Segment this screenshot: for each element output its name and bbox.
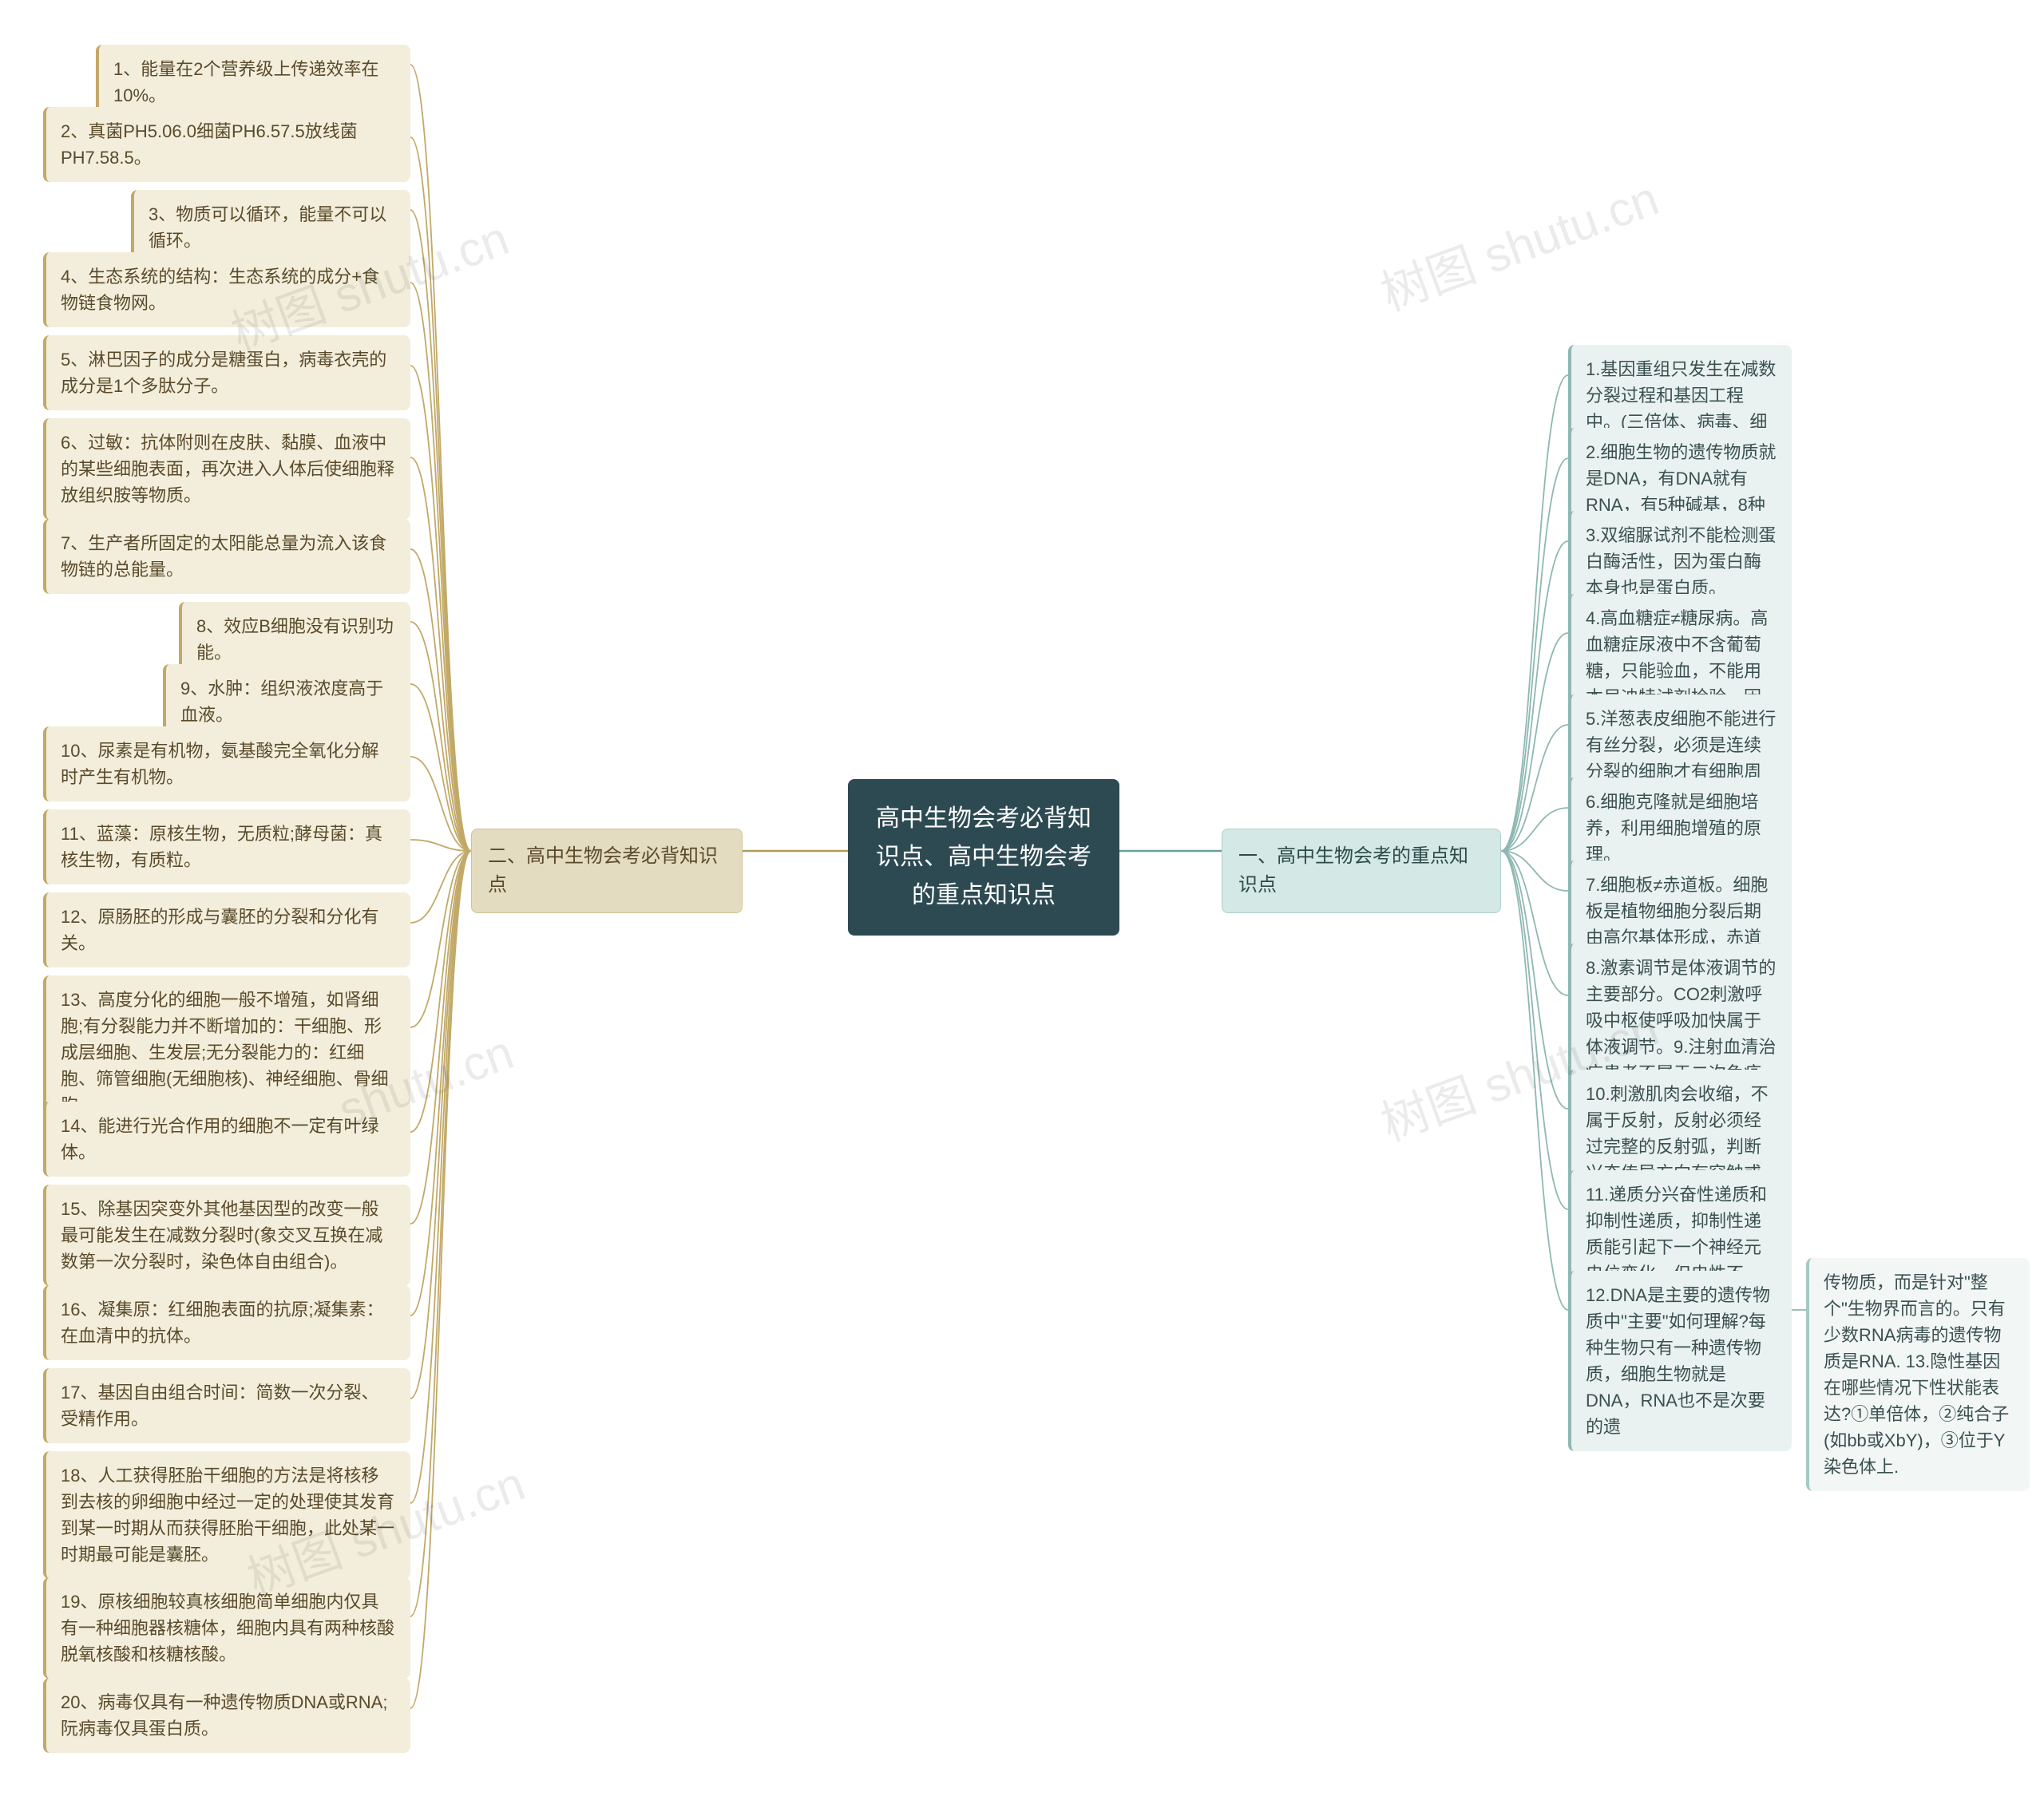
left-leaf-17[interactable]: 17、基因自由组合时间：简数一次分裂、受精作用。: [43, 1368, 410, 1443]
left-leaf-3-text: 3、物质可以循环，能量不可以循环。: [149, 201, 396, 254]
left-leaf-9-text: 9、水肿：组织液浓度高于血液。: [180, 675, 396, 728]
left-leaf-15-text: 15、除基因突变外其他基因型的改变一般最可能发生在减数分裂时(象交叉互换在减数第…: [61, 1196, 396, 1275]
branch-right[interactable]: 一、高中生物会考的重点知识点: [1222, 829, 1501, 913]
left-leaf-19-text: 19、原核细胞较真核细胞简单细胞内仅具有一种细胞器核糖体，细胞内具有两种核酸脱氧…: [61, 1589, 396, 1668]
left-leaf-7[interactable]: 7、生产者所固定的太阳能总量为流入该食物链的总能量。: [43, 519, 410, 594]
left-leaf-6-text: 6、过敏：抗体附则在皮肤、黏膜、血液中的某些细胞表面，再次进入人体后使细胞释放组…: [61, 429, 396, 508]
left-leaf-10[interactable]: 10、尿素是有机物，氨基酸完全氧化分解时产生有机物。: [43, 726, 410, 801]
right-leaf-3-text: 3.双缩脲试剂不能检测蛋白酶活性，因为蛋白酶本身也是蛋白质。: [1586, 522, 1777, 601]
right-leaf-6-text: 6.细胞克隆就是细胞培养，利用细胞增殖的原理。: [1586, 789, 1777, 868]
left-leaf-13-text: 13、高度分化的细胞一般不增殖，如肾细胞;有分裂能力并不断增加的：干细胞、形成层…: [61, 987, 396, 1118]
right-leaf-11[interactable]: 12.DNA是主要的遗传物质中"主要"如何理解?每种生物只有一种遗传物质，细胞生…: [1568, 1271, 1792, 1451]
left-leaf-7-text: 7、生产者所固定的太阳能总量为流入该食物链的总能量。: [61, 530, 396, 583]
left-leaf-16-text: 16、凝集原：红细胞表面的抗原;凝集素：在血清中的抗体。: [61, 1296, 396, 1349]
left-leaf-20[interactable]: 20、病毒仅具有一种遗传物质DNA或RNA;阮病毒仅具蛋白质。: [43, 1678, 410, 1753]
left-leaf-5[interactable]: 5、淋巴因子的成分是糖蛋白，病毒衣壳的成分是1个多肽分子。: [43, 335, 410, 410]
center-topic-text: 高中生物会考必背知识点、高中生物会考的重点知识点: [866, 800, 1102, 915]
left-leaf-17-text: 17、基因自由组合时间：简数一次分裂、受精作用。: [61, 1379, 396, 1432]
branch-right-text: 一、高中生物会考的重点知识点: [1238, 842, 1484, 900]
left-leaf-4[interactable]: 4、生态系统的结构：生态系统的成分+食物链食物网。: [43, 252, 410, 327]
right-leaf-11-ext-text: 传物质，而是针对"整个"生物界而言的。只有少数RNA病毒的遗传物质是RNA. 1…: [1824, 1269, 2015, 1480]
left-leaf-20-text: 20、病毒仅具有一种遗传物质DNA或RNA;阮病毒仅具蛋白质。: [61, 1689, 396, 1742]
left-leaf-12-text: 12、原肠胚的形成与囊胚的分裂和分化有关。: [61, 904, 396, 956]
branch-left-text: 二、高中生物会考必背知识点: [488, 842, 726, 900]
left-leaf-5-text: 5、淋巴因子的成分是糖蛋白，病毒衣壳的成分是1个多肽分子。: [61, 346, 396, 399]
right-leaf-11-text: 12.DNA是主要的遗传物质中"主要"如何理解?每种生物只有一种遗传物质，细胞生…: [1586, 1282, 1777, 1440]
left-leaf-14[interactable]: 14、能进行光合作用的细胞不一定有叶绿体。: [43, 1102, 410, 1177]
left-leaf-10-text: 10、尿素是有机物，氨基酸完全氧化分解时产生有机物。: [61, 738, 396, 790]
left-leaf-6[interactable]: 6、过敏：抗体附则在皮肤、黏膜、血液中的某些细胞表面，再次进入人体后使细胞释放组…: [43, 418, 410, 520]
left-leaf-16[interactable]: 16、凝集原：红细胞表面的抗原;凝集素：在血清中的抗体。: [43, 1285, 410, 1360]
watermark: 树图 shutu.cn: [1370, 160, 1666, 324]
left-leaf-18-text: 18、人工获得胚胎干细胞的方法是将核移到去核的卵细胞中经过一定的处理使其发育到某…: [61, 1462, 396, 1568]
left-leaf-1-text: 1、能量在2个营养级上传递效率在10%。: [113, 56, 396, 109]
branch-left[interactable]: 二、高中生物会考必背知识点: [471, 829, 743, 913]
left-leaf-11-text: 11、蓝藻：原核生物，无质粒;酵母菌：真核生物，有质粒。: [61, 821, 396, 873]
left-leaf-15[interactable]: 15、除基因突变外其他基因型的改变一般最可能发生在减数分裂时(象交叉互换在减数第…: [43, 1185, 410, 1286]
left-leaf-18[interactable]: 18、人工获得胚胎干细胞的方法是将核移到去核的卵细胞中经过一定的处理使其发育到某…: [43, 1451, 410, 1579]
left-leaf-2[interactable]: 2、真菌PH5.06.0细菌PH6.57.5放线菌PH7.58.5。: [43, 107, 410, 182]
center-topic[interactable]: 高中生物会考必背知识点、高中生物会考的重点知识点: [848, 779, 1119, 936]
right-leaf-11-ext[interactable]: 传物质，而是针对"整个"生物界而言的。只有少数RNA病毒的遗传物质是RNA. 1…: [1806, 1258, 2030, 1491]
left-leaf-11[interactable]: 11、蓝藻：原核生物，无质粒;酵母菌：真核生物，有质粒。: [43, 809, 410, 884]
left-leaf-8-text: 8、效应B细胞没有识别功能。: [196, 613, 396, 666]
left-leaf-2-text: 2、真菌PH5.06.0细菌PH6.57.5放线菌PH7.58.5。: [61, 118, 396, 171]
left-leaf-12[interactable]: 12、原肠胚的形成与囊胚的分裂和分化有关。: [43, 892, 410, 967]
left-leaf-14-text: 14、能进行光合作用的细胞不一定有叶绿体。: [61, 1113, 396, 1165]
left-leaf-4-text: 4、生态系统的结构：生态系统的成分+食物链食物网。: [61, 263, 396, 316]
left-leaf-19[interactable]: 19、原核细胞较真核细胞简单细胞内仅具有一种细胞器核糖体，细胞内具有两种核酸脱氧…: [43, 1577, 410, 1679]
